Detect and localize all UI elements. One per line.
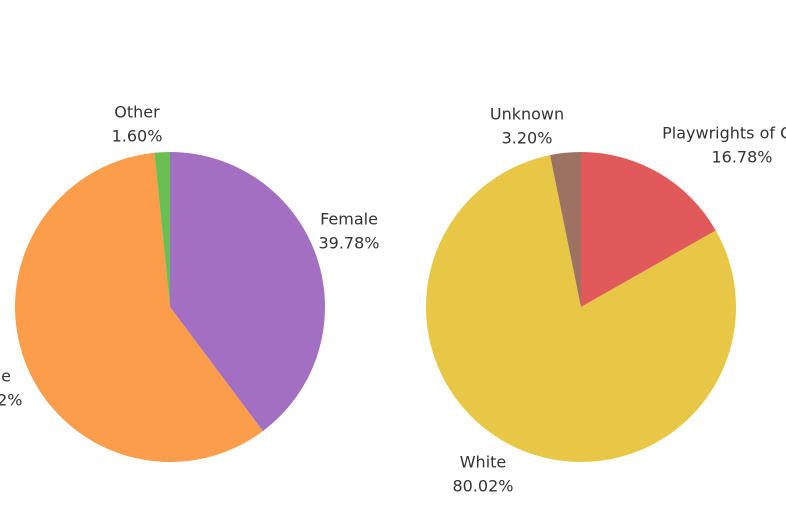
slice-label: Unknown bbox=[490, 105, 564, 124]
slice-label: Male bbox=[0, 367, 11, 386]
pie-slice bbox=[425, 155, 736, 462]
pie-slice bbox=[14, 152, 263, 462]
pie-slice bbox=[550, 152, 581, 307]
pie-slice bbox=[170, 152, 325, 432]
slice-value-label: 58.62% bbox=[0, 391, 23, 410]
slice-label: Playwrights of Color bbox=[662, 124, 786, 143]
slice-label: Female bbox=[320, 210, 378, 229]
pie-slice bbox=[581, 152, 716, 307]
slice-value-label: 16.78% bbox=[711, 148, 772, 167]
slice-label: Other bbox=[114, 103, 160, 122]
slice-value-label: 3.20% bbox=[502, 129, 553, 148]
slice-value-label: 39.78% bbox=[318, 234, 379, 253]
slice-value-label: 80.02% bbox=[452, 477, 513, 496]
slice-label: White bbox=[460, 453, 507, 472]
slice-value-label: 1.60% bbox=[112, 127, 163, 146]
pie-slice bbox=[154, 152, 170, 307]
